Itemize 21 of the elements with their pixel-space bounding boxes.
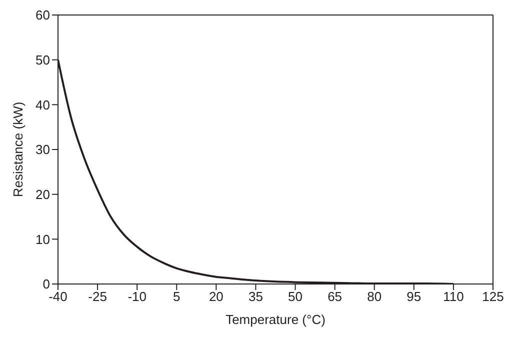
y-tick-label: 50 [36,52,50,68]
x-tick-label: 110 [443,289,464,304]
y-tick-label: 0 [42,276,50,292]
y-tick-label: 20 [36,186,50,202]
x-axis-title: Temperature (°C) [226,312,326,327]
x-tick-label: 80 [367,289,382,304]
y-axis-title: Resistance (kW) [10,102,26,198]
x-tick-label: 50 [288,289,303,304]
x-tick-label: 35 [248,289,263,304]
x-tick-label: 65 [328,289,342,304]
y-tick-label: 60 [36,8,50,23]
x-tick-label: -10 [128,289,146,304]
x-tick-label: -40 [48,289,68,304]
y-tick-label: 40 [36,97,50,112]
x-tick-label: -25 [88,289,107,304]
x-tick-label: 20 [208,289,224,304]
x-tick-label: 95 [406,289,422,304]
y-tick-label: 10 [36,232,50,247]
x-tick-label: 125 [482,289,504,304]
y-tick-label: 30 [36,142,50,158]
x-tick-label: 5 [173,289,180,304]
